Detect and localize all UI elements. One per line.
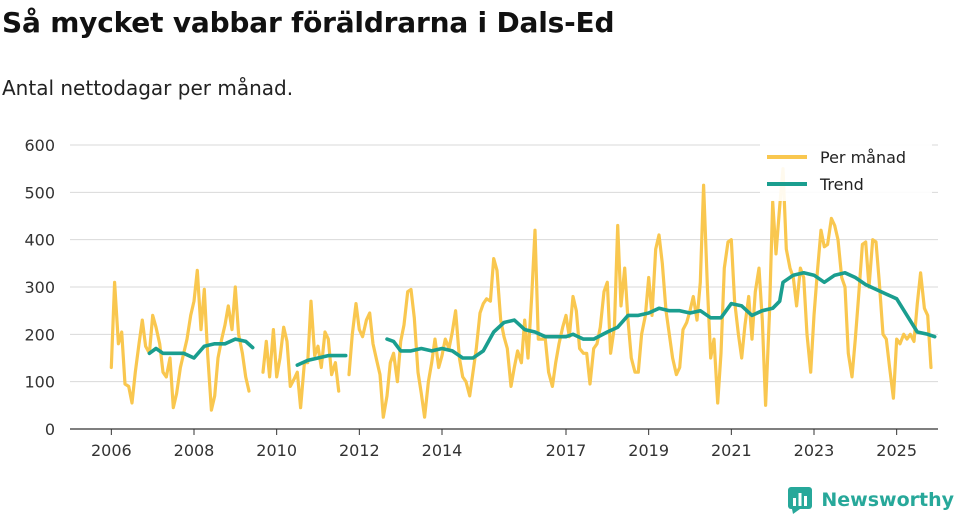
chart-title: Så mycket vabbar föräldrarna i Dals-Ed <box>2 6 615 39</box>
series-per-manad <box>109 167 933 419</box>
legend: Per månad Trend <box>760 143 932 201</box>
legend-label-0: Per månad <box>820 148 906 167</box>
series-line-per-manad-1 <box>261 299 341 410</box>
x-tick-label-2025: 2025 <box>876 441 917 460</box>
y-tick-label-400: 400 <box>24 231 55 250</box>
y-tick-label-500: 500 <box>24 183 55 202</box>
x-tick-label-2008: 2008 <box>174 441 215 460</box>
x-tick-label-2006: 2006 <box>91 441 132 460</box>
brand-name: Newsworthy <box>821 489 954 511</box>
brand-logo: Newsworthy <box>787 486 954 514</box>
x-axis: 2006 2008 2010 2012 2014 2017 2019 2021 2023 2025 <box>70 428 938 460</box>
x-tick-label-2017: 2017 <box>546 441 587 460</box>
x-tick-label-2014: 2014 <box>422 441 463 460</box>
x-tick-label-2019: 2019 <box>628 441 669 460</box>
y-tick-label-300: 300 <box>24 278 55 297</box>
legend-label-1: Trend <box>819 175 864 194</box>
series-line-per-manad-0 <box>109 268 251 412</box>
x-tick-label-2021: 2021 <box>711 441 752 460</box>
series-line-per-manad-2 <box>347 167 933 419</box>
y-tick-label-100: 100 <box>24 373 55 392</box>
legend-box <box>760 143 932 201</box>
y-tick-label-600: 600 <box>24 136 55 155</box>
y-tick-label-0: 0 <box>45 420 55 439</box>
series-lines <box>109 167 937 419</box>
series-line-trend-2 <box>385 271 937 360</box>
y-axis-ticks: 0 100 200 300 400 500 600 <box>24 136 55 439</box>
y-tick-label-200: 200 <box>24 325 55 344</box>
series-trend <box>147 271 937 367</box>
series-line-trend-1 <box>295 353 348 367</box>
newsworthy-logo-icon <box>788 487 813 514</box>
series-line-trend-0 <box>147 337 255 360</box>
x-tick-label-2010: 2010 <box>256 441 297 460</box>
chart-subtitle: Antal nettodagar per månad. <box>2 76 294 100</box>
x-tick-label-2012: 2012 <box>339 441 380 460</box>
x-tick-label-2023: 2023 <box>794 441 835 460</box>
